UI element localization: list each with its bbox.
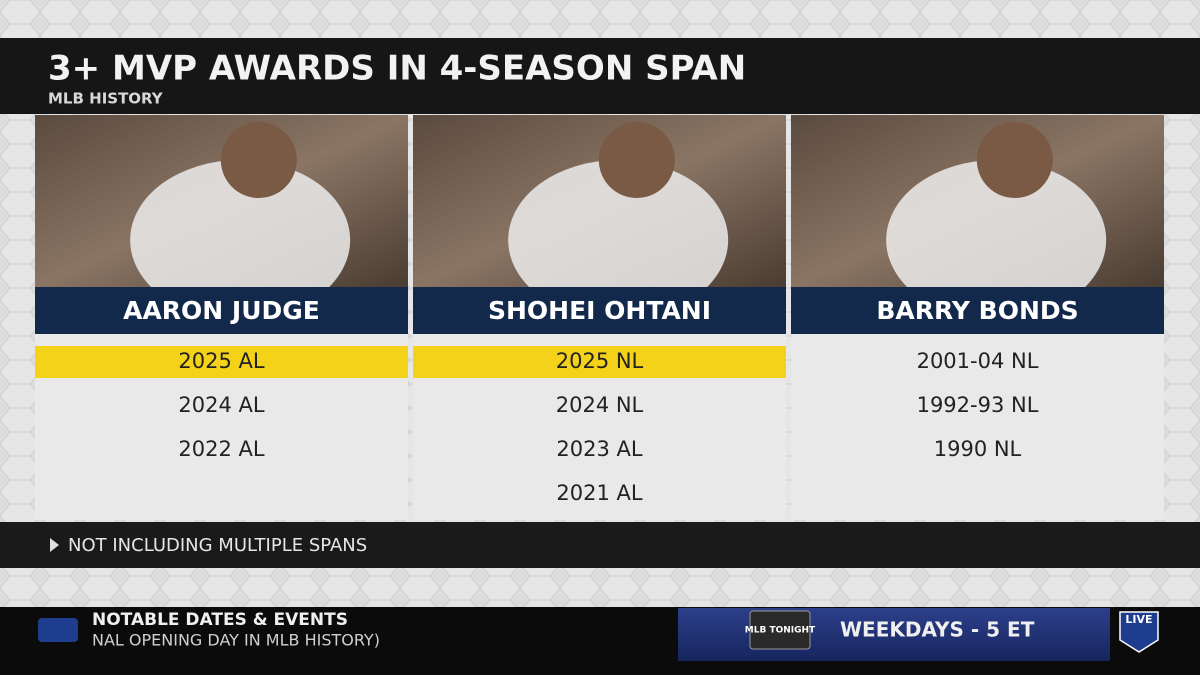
title: 3+ MVP AWARDS IN 4-SEASON SPAN bbox=[48, 49, 746, 89]
award: 1992-93 NL bbox=[917, 393, 1039, 417]
award: 2025 AL bbox=[178, 349, 264, 373]
award: 2023 AL bbox=[556, 437, 642, 461]
name-bar bbox=[35, 287, 408, 334]
show-logo bbox=[749, 610, 811, 650]
player-columns: AARON JUDGE 2025 AL 2024 AL 2022 AL SHOHEI O… bbox=[35, 115, 1164, 520]
award-highlight bbox=[35, 346, 408, 378]
award: 2024 NL bbox=[556, 393, 644, 417]
promo-text: WEEKDAYS - 5 ET bbox=[840, 618, 1035, 642]
award: 1990 NL bbox=[934, 437, 1022, 461]
player-figure bbox=[886, 160, 1107, 320]
player-name: AARON JUDGE bbox=[123, 296, 320, 325]
player-figure bbox=[130, 160, 351, 320]
show-name: MLB TONIGHT bbox=[745, 626, 816, 636]
player-head bbox=[976, 122, 1053, 198]
award-highlight bbox=[413, 346, 786, 378]
player-name: SHOHEI OHTANI bbox=[488, 296, 711, 325]
ticker-heading: NOTABLE DATES & EVENTS bbox=[92, 610, 348, 630]
name-bar bbox=[791, 287, 1164, 334]
award: 2024 AL bbox=[178, 393, 264, 417]
live-text: LIVE bbox=[1125, 613, 1152, 626]
player-figure bbox=[508, 160, 729, 320]
award: 2001-04 NL bbox=[917, 349, 1039, 373]
ticker-text: NAL OPENING DAY IN MLB HISTORY) bbox=[92, 631, 380, 650]
player-head bbox=[220, 122, 297, 198]
player-name: BARRY BONDS bbox=[876, 296, 1078, 325]
footnote: NOT INCLUDING MULTIPLE SPANS bbox=[68, 535, 367, 556]
footnote-bar bbox=[0, 522, 1200, 568]
award: 2025 NL bbox=[556, 349, 644, 373]
subtitle: MLB HISTORY bbox=[48, 90, 164, 108]
name-bar bbox=[413, 287, 786, 334]
title-bar bbox=[0, 38, 1200, 114]
award: 2022 AL bbox=[178, 437, 264, 461]
award: 2021 AL bbox=[556, 481, 642, 505]
live-badge bbox=[1119, 611, 1159, 653]
player-head bbox=[598, 122, 675, 198]
footnote-arrow bbox=[50, 538, 59, 552]
mlb-logo bbox=[38, 618, 78, 642]
